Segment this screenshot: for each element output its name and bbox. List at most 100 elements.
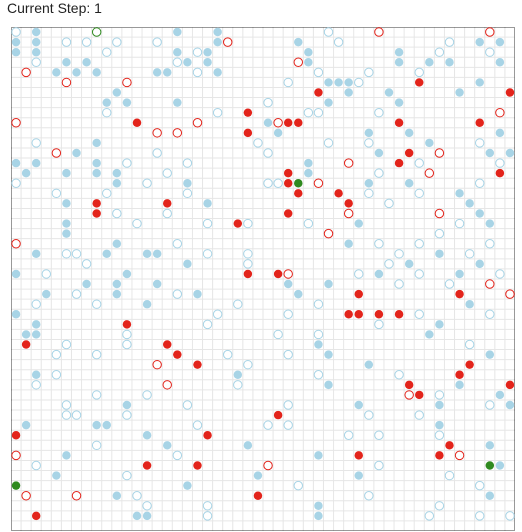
blue-agent-hollow bbox=[243, 218, 253, 229]
blue-agent-hollow bbox=[182, 158, 193, 168]
blue-agent-hollow bbox=[424, 511, 435, 521]
blue-agent-filled bbox=[455, 380, 464, 390]
blue-agent-filled bbox=[495, 390, 505, 400]
blue-agent-hollow bbox=[495, 158, 505, 168]
red-agent-filled bbox=[273, 410, 283, 420]
blue-agent-filled bbox=[455, 189, 464, 198]
red-agent-filled bbox=[283, 209, 293, 218]
blue-agent-filled bbox=[92, 138, 101, 148]
red-agent-filled bbox=[283, 179, 293, 188]
blue-agent-filled bbox=[11, 158, 21, 168]
blue-agent-hollow bbox=[434, 228, 445, 239]
blue-agent-filled bbox=[445, 58, 454, 67]
blue-agent-filled bbox=[183, 259, 192, 269]
blue-agent-filled bbox=[283, 279, 293, 289]
red-agent-hollow bbox=[283, 269, 293, 279]
red-agent-hollow bbox=[485, 27, 495, 37]
blue-agent-hollow bbox=[192, 47, 203, 57]
red-agent-filled bbox=[193, 360, 202, 369]
simulation-board[interactable] bbox=[11, 27, 515, 531]
red-agent-hollow bbox=[11, 238, 21, 249]
red-agent-hollow bbox=[434, 208, 445, 219]
blue-agent-hollow bbox=[132, 490, 142, 501]
blue-agent-filled bbox=[62, 219, 71, 228]
red-agent-hollow bbox=[485, 279, 495, 289]
blue-agent-filled bbox=[193, 289, 202, 299]
blue-agent-hollow bbox=[172, 238, 183, 249]
red-agent-filled bbox=[243, 128, 253, 138]
blue-agent-filled bbox=[233, 370, 243, 379]
blue-agent-filled bbox=[21, 168, 31, 178]
blue-agent-filled bbox=[213, 37, 222, 47]
blue-agent-filled bbox=[31, 249, 41, 259]
blue-agent-filled bbox=[31, 320, 41, 329]
blue-agent-hollow bbox=[172, 289, 183, 299]
red-agent-filled bbox=[354, 451, 363, 460]
blue-agent-hollow bbox=[394, 370, 404, 380]
blue-agent-filled bbox=[213, 68, 222, 77]
blue-agent-hollow bbox=[374, 319, 384, 330]
blue-agent-filled bbox=[82, 58, 91, 67]
blue-agent-hollow bbox=[414, 269, 424, 279]
blue-agent-hollow bbox=[41, 269, 52, 279]
blue-agent-hollow bbox=[273, 329, 283, 340]
blue-agent-hollow bbox=[263, 148, 273, 158]
red-agent-hollow bbox=[323, 228, 334, 239]
red-agent-hollow bbox=[404, 390, 414, 400]
blue-agent-hollow bbox=[202, 218, 213, 229]
blue-agent-filled bbox=[173, 27, 182, 37]
blue-agent-filled bbox=[62, 58, 71, 67]
blue-agent-hollow bbox=[11, 27, 21, 37]
red-agent-hollow bbox=[374, 27, 384, 37]
blue-agent-hollow bbox=[354, 269, 364, 279]
board-canvas[interactable] bbox=[11, 27, 515, 531]
red-agent-hollow bbox=[434, 148, 445, 158]
red-agent-filled bbox=[233, 219, 243, 228]
blue-agent-filled bbox=[152, 249, 162, 259]
red-agent-hollow bbox=[313, 178, 324, 188]
red-agent-filled bbox=[31, 511, 41, 521]
blue-agent-filled bbox=[203, 58, 212, 67]
blue-agent-filled bbox=[435, 420, 444, 430]
blue-agent-hollow bbox=[454, 218, 465, 229]
blue-agent-hollow bbox=[31, 299, 41, 309]
blue-agent-hollow bbox=[91, 349, 102, 360]
red-agent-filled bbox=[475, 118, 484, 127]
blue-agent-hollow bbox=[474, 178, 485, 188]
blue-agent-hollow bbox=[444, 470, 455, 481]
blue-agent-hollow bbox=[61, 400, 72, 410]
blue-agent-hollow bbox=[444, 279, 455, 289]
blue-agent-filled bbox=[122, 400, 132, 410]
blue-agent-hollow bbox=[172, 57, 183, 68]
red-agent-hollow bbox=[71, 490, 82, 501]
blue-agent-hollow bbox=[374, 460, 384, 471]
blue-agent-hollow bbox=[313, 299, 324, 309]
grid-lines bbox=[11, 27, 515, 531]
blue-agent-filled bbox=[183, 481, 192, 490]
blue-agent-filled bbox=[142, 431, 152, 440]
blue-agent-hollow bbox=[202, 501, 213, 511]
blue-agent-hollow bbox=[61, 37, 72, 47]
blue-agent-hollow bbox=[374, 430, 384, 440]
blue-agent-filled bbox=[142, 511, 152, 521]
blue-agent-hollow bbox=[303, 107, 314, 118]
current-step-label: Current Step: 1 bbox=[7, 0, 102, 16]
blue-agent-filled bbox=[142, 299, 152, 309]
blue-agent-hollow bbox=[243, 359, 253, 370]
blue-agent-filled bbox=[152, 279, 162, 289]
red-agent-filled bbox=[253, 491, 263, 500]
blue-agent-filled bbox=[112, 491, 122, 500]
red-agent-filled bbox=[404, 148, 414, 158]
red-agent-hollow bbox=[152, 128, 162, 138]
blue-agent-hollow bbox=[464, 339, 475, 350]
blue-agent-hollow bbox=[434, 501, 445, 511]
red-agent-filled bbox=[243, 269, 253, 279]
blue-agent-filled bbox=[485, 491, 495, 500]
blue-agent-filled bbox=[122, 269, 132, 279]
red-agent-hollow bbox=[505, 289, 515, 299]
red-agent-hollow bbox=[343, 208, 354, 219]
blue-agent-hollow bbox=[91, 299, 102, 309]
blue-agent-filled bbox=[173, 47, 182, 57]
blue-agent-filled bbox=[394, 98, 404, 107]
blue-agent-hollow bbox=[313, 370, 324, 380]
